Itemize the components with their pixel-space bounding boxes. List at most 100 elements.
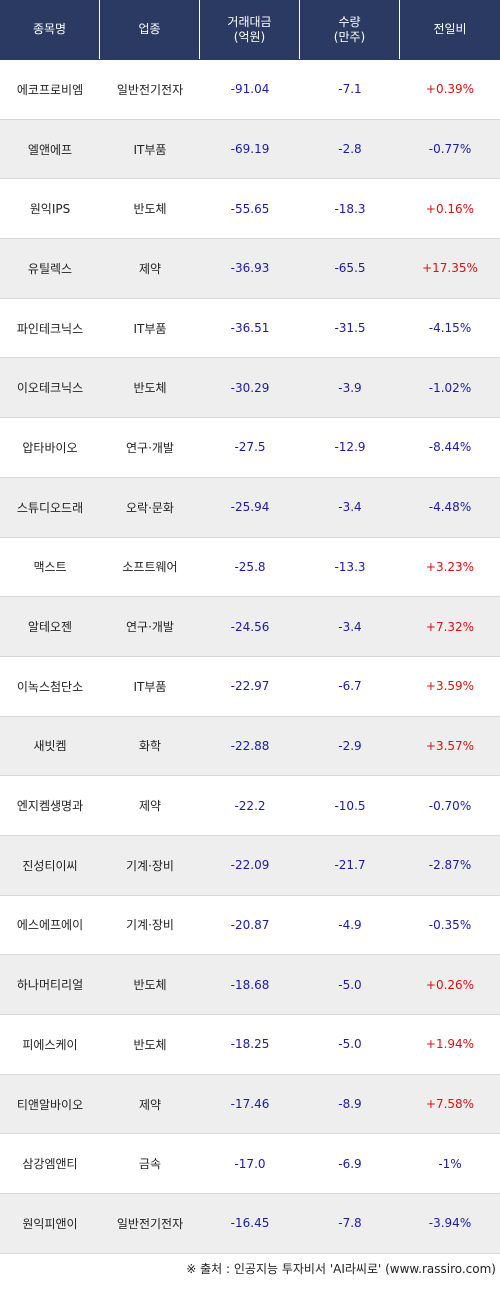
table-row: 진성티이씨 기계·장비 -22.09 -21.7 -2.87% bbox=[0, 835, 500, 896]
cell-sector: 화학 bbox=[138, 739, 162, 754]
cell-qty: -12.9 bbox=[334, 440, 366, 455]
cell-qty: -6.9 bbox=[338, 1156, 362, 1171]
cell-name: 이녹스첨단소 bbox=[16, 679, 84, 694]
cell-name: 에스에프에이 bbox=[16, 918, 84, 933]
cell-qty: -21.7 bbox=[334, 858, 366, 873]
cell-change: +3.23% bbox=[425, 559, 475, 574]
table-row: 엔지켐생명과 제약 -22.2 -10.5 -0.70% bbox=[0, 776, 500, 836]
cell-change: +17.35% bbox=[422, 261, 478, 276]
header-amount: 거래대금 (억원) bbox=[200, 0, 300, 59]
cell-sector: 연구·개발 bbox=[126, 620, 174, 635]
cell-change: -0.35% bbox=[428, 917, 472, 932]
cell-name: 새빗켐 bbox=[33, 739, 67, 754]
cell-sector: 반도체 bbox=[133, 978, 167, 993]
cell-qty: -6.7 bbox=[338, 679, 362, 694]
cell-name: 티앤알바이오 bbox=[16, 1097, 84, 1112]
table-row: 엘앤에프 IT부품 -69.19 -2.8 -0.77% bbox=[0, 119, 500, 180]
cell-name: 엘앤에프 bbox=[27, 142, 73, 157]
cell-change: -4.15% bbox=[428, 321, 472, 336]
cell-qty: -10.5 bbox=[334, 798, 366, 813]
cell-name: 알테오젠 bbox=[27, 620, 73, 635]
cell-change: -8.44% bbox=[428, 440, 472, 455]
cell-amount: -55.65 bbox=[230, 201, 270, 216]
cell-change: +3.57% bbox=[425, 738, 475, 753]
cell-sector: 일반전기전자 bbox=[116, 1216, 184, 1231]
table-header: 종목명 업종 거래대금 (억원) 수량 (만주) 전일비 bbox=[0, 0, 500, 60]
table-row: 압타바이오 연구·개발 -27.5 -12.9 -8.44% bbox=[0, 418, 500, 478]
cell-change: +7.32% bbox=[425, 619, 475, 634]
cell-change: -1.02% bbox=[428, 380, 472, 395]
table-row: 유틸렉스 제약 -36.93 -65.5 +17.35% bbox=[0, 239, 500, 299]
cell-change: -3.94% bbox=[428, 1216, 472, 1231]
cell-amount: -24.56 bbox=[230, 619, 270, 634]
table-row: 에코프로비엠 일반전기전자 -91.04 -7.1 +0.39% bbox=[0, 60, 500, 120]
cell-amount: -18.68 bbox=[230, 977, 270, 992]
cell-name: 하나머티리얼 bbox=[16, 978, 84, 993]
cell-qty: -3.9 bbox=[338, 380, 362, 395]
cell-amount: -22.88 bbox=[230, 738, 270, 753]
cell-name: 진성티이씨 bbox=[22, 858, 78, 873]
cell-sector: 반도체 bbox=[133, 202, 167, 217]
cell-change: -1% bbox=[438, 1156, 462, 1171]
cell-change: +3.59% bbox=[425, 679, 475, 694]
cell-change: -2.87% bbox=[428, 858, 472, 873]
cell-sector: 기계·장비 bbox=[126, 858, 174, 873]
header-qty: 수량 (만주) bbox=[300, 0, 400, 59]
cell-name: 압타바이오 bbox=[22, 440, 78, 455]
cell-qty: -18.3 bbox=[334, 201, 366, 216]
cell-sector: 소프트웨어 bbox=[122, 560, 178, 575]
cell-amount: -16.45 bbox=[230, 1216, 270, 1231]
cell-name: 에코프로비엠 bbox=[16, 82, 84, 97]
table-row: 이녹스첨단소 IT부품 -22.97 -6.7 +3.59% bbox=[0, 657, 500, 717]
table-row: 새빗켐 화학 -22.88 -2.9 +3.57% bbox=[0, 716, 500, 777]
cell-qty: -3.4 bbox=[338, 500, 362, 515]
header-amount-label: 거래대금 (억원) bbox=[227, 14, 272, 44]
cell-change: +1.94% bbox=[425, 1037, 475, 1052]
cell-amount: -30.29 bbox=[230, 380, 270, 395]
cell-name: 삼강엠앤티 bbox=[22, 1157, 78, 1172]
cell-amount: -22.2 bbox=[234, 798, 266, 813]
cell-sector: 기계·장비 bbox=[126, 918, 174, 933]
cell-change: -4.48% bbox=[428, 500, 472, 515]
cell-sector: 일반전기전자 bbox=[116, 82, 184, 97]
header-change-label: 전일비 bbox=[433, 22, 467, 36]
header-change: 전일비 bbox=[400, 0, 500, 59]
cell-name: 엔지켐생명과 bbox=[16, 799, 84, 814]
cell-amount: -36.93 bbox=[230, 261, 270, 276]
cell-sector: 오락·문화 bbox=[126, 500, 174, 515]
cell-amount: -22.97 bbox=[230, 679, 270, 694]
cell-amount: -25.94 bbox=[230, 500, 270, 515]
cell-amount: -18.25 bbox=[230, 1037, 270, 1052]
table-row: 파인테크닉스 IT부품 -36.51 -31.5 -4.15% bbox=[0, 299, 500, 359]
cell-name: 원익IPS bbox=[29, 202, 71, 217]
cell-change: +0.39% bbox=[425, 82, 475, 97]
header-qty-label: 수량 (만주) bbox=[333, 14, 366, 44]
cell-sector: 제약 bbox=[138, 799, 162, 814]
cell-qty: -65.5 bbox=[334, 261, 366, 276]
cell-change: +7.58% bbox=[425, 1097, 475, 1112]
cell-qty: -2.8 bbox=[338, 142, 362, 157]
cell-sector: 연구·개발 bbox=[126, 440, 174, 455]
cell-amount: -22.09 bbox=[230, 858, 270, 873]
cell-amount: -17.0 bbox=[234, 1156, 266, 1171]
cell-amount: -69.19 bbox=[230, 142, 270, 157]
source-footer: ※ 출처 : 인공지능 투자비서 'AI라씨로' (www.rassiro.co… bbox=[186, 1262, 496, 1276]
cell-change: +0.16% bbox=[425, 201, 475, 216]
cell-sector: 제약 bbox=[138, 261, 162, 276]
cell-amount: -36.51 bbox=[230, 321, 270, 336]
table-row: 삼강엠앤티 금속 -17.0 -6.9 -1% bbox=[0, 1134, 500, 1195]
cell-qty: -4.9 bbox=[338, 917, 362, 932]
cell-qty: -13.3 bbox=[334, 559, 366, 574]
cell-name: 피에스케이 bbox=[22, 1037, 78, 1052]
cell-qty: -7.8 bbox=[338, 1216, 362, 1231]
cell-change: -0.70% bbox=[428, 798, 472, 813]
table-row: 피에스케이 반도체 -18.25 -5.0 +1.94% bbox=[0, 1015, 500, 1075]
cell-qty: -31.5 bbox=[334, 321, 366, 336]
cell-sector: 제약 bbox=[138, 1097, 162, 1112]
cell-amount: -27.5 bbox=[234, 440, 266, 455]
cell-qty: -8.9 bbox=[338, 1097, 362, 1112]
cell-change: -0.77% bbox=[428, 142, 472, 157]
cell-qty: -5.0 bbox=[338, 1037, 362, 1052]
header-sector: 업종 bbox=[100, 0, 200, 59]
header-sector-label: 업종 bbox=[138, 22, 161, 36]
